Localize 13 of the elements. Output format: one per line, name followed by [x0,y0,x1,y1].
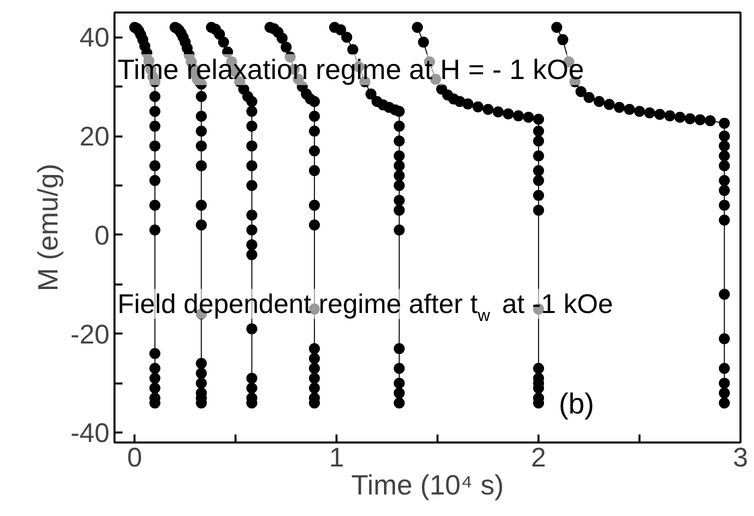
annotation: Time relaxation regime at H = - 1 kOe [118,54,584,86]
x-tick-label: 0 [127,442,142,472]
annotation: (b) [558,388,594,420]
y-tick-label: 20 [79,122,110,152]
y-tick-label: -40 [70,418,110,448]
y-tick-label: 40 [79,22,110,53]
y-tick-label: -20 [70,319,110,350]
y-tick-label: 0 [94,220,110,250]
x-axis-title: Time (10⁴ s) [351,470,504,500]
x-tick-label: 2 [531,442,546,472]
x-tick-label: 3 [732,442,748,472]
x-tick-label: 1 [329,442,344,472]
y-axis-title: M (emu/g) [32,164,64,292]
